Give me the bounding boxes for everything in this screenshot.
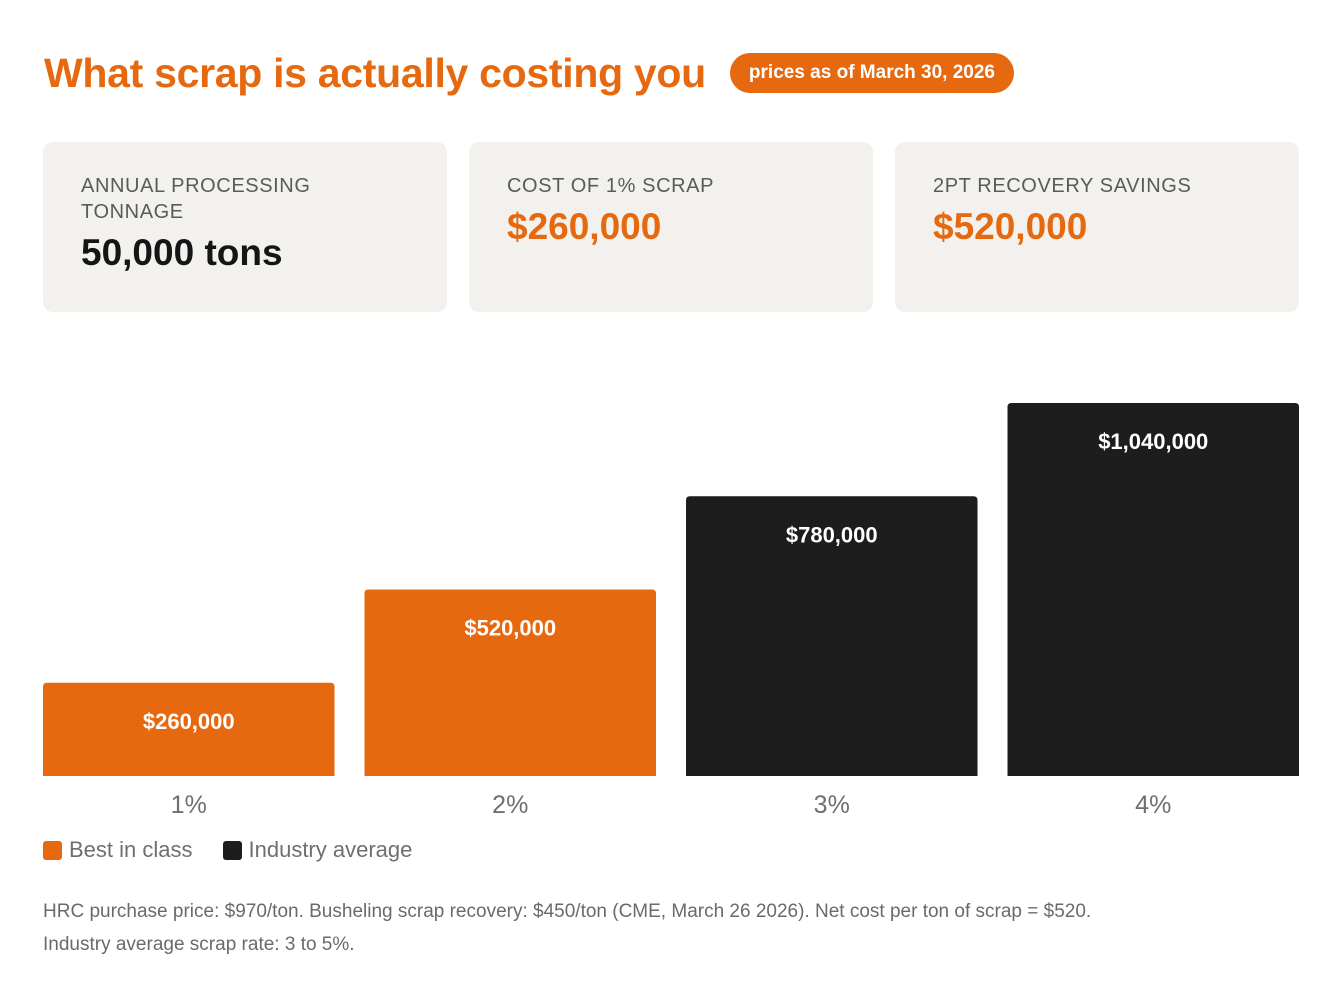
legend-swatch-industry-average: [222, 840, 242, 860]
bar-value-label: $780,000: [786, 522, 878, 547]
footnote-line-1: HRC purchase price: $970/ton. Busheling …: [43, 901, 1092, 922]
legend-item-industry-average: Industry average: [222, 836, 413, 864]
stat-value-recovery-savings: $520,000: [933, 206, 1088, 247]
header: What scrap is actually costing you price…: [44, 48, 1015, 98]
page-title: What scrap is actually costing you: [44, 50, 706, 96]
footnote: HRC purchase price: $970/ton. Busheling …: [43, 895, 1303, 961]
stat-value-scrap-cost: $260,000: [507, 206, 662, 247]
stat-label-scrap-cost: COST OF 1% SCRAP: [507, 175, 715, 197]
stat-card-scrap-cost: COST OF 1% SCRAP $260,000: [469, 142, 873, 312]
legend-item-best-in-class: Best in class: [43, 836, 193, 864]
legend-swatch-best-in-class: [43, 840, 62, 860]
legend-label-best-in-class: Best in class: [69, 837, 193, 862]
bar-1pct: [43, 682, 335, 776]
stat-label-tonnage: ANNUAL PROCESSING TONNAGE: [81, 175, 311, 223]
scrap-cost-bar-chart: $260,000 1% $520,000 2% $780,000 3% $1,040,000…: [43, 403, 1299, 819]
bar-value-label: $1,040,000: [1098, 429, 1208, 454]
x-tick-label: 4%: [1135, 791, 1171, 819]
price-date-badge: prices as of March 30, 2026: [729, 53, 1015, 93]
stat-label-recovery-savings: 2PT RECOVERY SAVINGS: [933, 175, 1192, 197]
bar-4pct: [1007, 403, 1299, 776]
x-tick-label: 1%: [171, 791, 207, 819]
footnote-line-2: Industry average scrap rate: 3 to 5%.: [43, 934, 355, 955]
legend-label-industry-average: Industry average: [248, 837, 413, 862]
bar-3pct: [686, 496, 978, 776]
stat-cards: ANNUAL PROCESSING TONNAGE 50,000 tons CO…: [43, 142, 1299, 312]
x-tick-label: 2%: [492, 791, 528, 819]
stat-card-tonnage: ANNUAL PROCESSING TONNAGE 50,000 tons: [43, 142, 447, 312]
bar-2pct: [364, 589, 656, 776]
bar-value-label: $260,000: [143, 709, 235, 734]
stat-card-recovery-savings: 2PT RECOVERY SAVINGS $520,000: [895, 142, 1299, 312]
bar-value-label: $520,000: [464, 616, 556, 641]
x-tick-label: 3%: [814, 791, 850, 819]
stat-value-tonnage: 50,000 tons: [81, 232, 283, 273]
chart-legend: Best in class Industry average: [43, 836, 442, 864]
